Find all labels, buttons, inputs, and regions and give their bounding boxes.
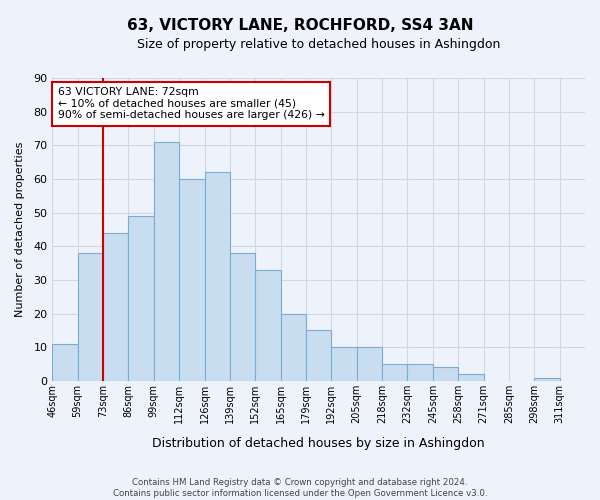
Bar xyxy=(179,179,205,381)
Bar xyxy=(128,216,154,381)
Bar xyxy=(331,348,357,381)
Y-axis label: Number of detached properties: Number of detached properties xyxy=(15,142,25,317)
Bar xyxy=(407,364,433,381)
Bar xyxy=(306,330,331,381)
Bar xyxy=(433,368,458,381)
Bar xyxy=(230,253,255,381)
Bar xyxy=(52,344,77,381)
X-axis label: Distribution of detached houses by size in Ashingdon: Distribution of detached houses by size … xyxy=(152,437,485,450)
Bar xyxy=(154,142,179,381)
Bar xyxy=(357,348,382,381)
Bar xyxy=(103,233,128,381)
Bar xyxy=(534,378,560,381)
Text: 63, VICTORY LANE, ROCHFORD, SS4 3AN: 63, VICTORY LANE, ROCHFORD, SS4 3AN xyxy=(127,18,473,32)
Bar xyxy=(77,253,103,381)
Text: 63 VICTORY LANE: 72sqm
← 10% of detached houses are smaller (45)
90% of semi-det: 63 VICTORY LANE: 72sqm ← 10% of detached… xyxy=(58,87,325,120)
Bar xyxy=(458,374,484,381)
Bar xyxy=(255,270,281,381)
Text: Contains HM Land Registry data © Crown copyright and database right 2024.
Contai: Contains HM Land Registry data © Crown c… xyxy=(113,478,487,498)
Bar xyxy=(281,314,306,381)
Title: Size of property relative to detached houses in Ashingdon: Size of property relative to detached ho… xyxy=(137,38,500,51)
Bar xyxy=(205,172,230,381)
Bar xyxy=(382,364,407,381)
